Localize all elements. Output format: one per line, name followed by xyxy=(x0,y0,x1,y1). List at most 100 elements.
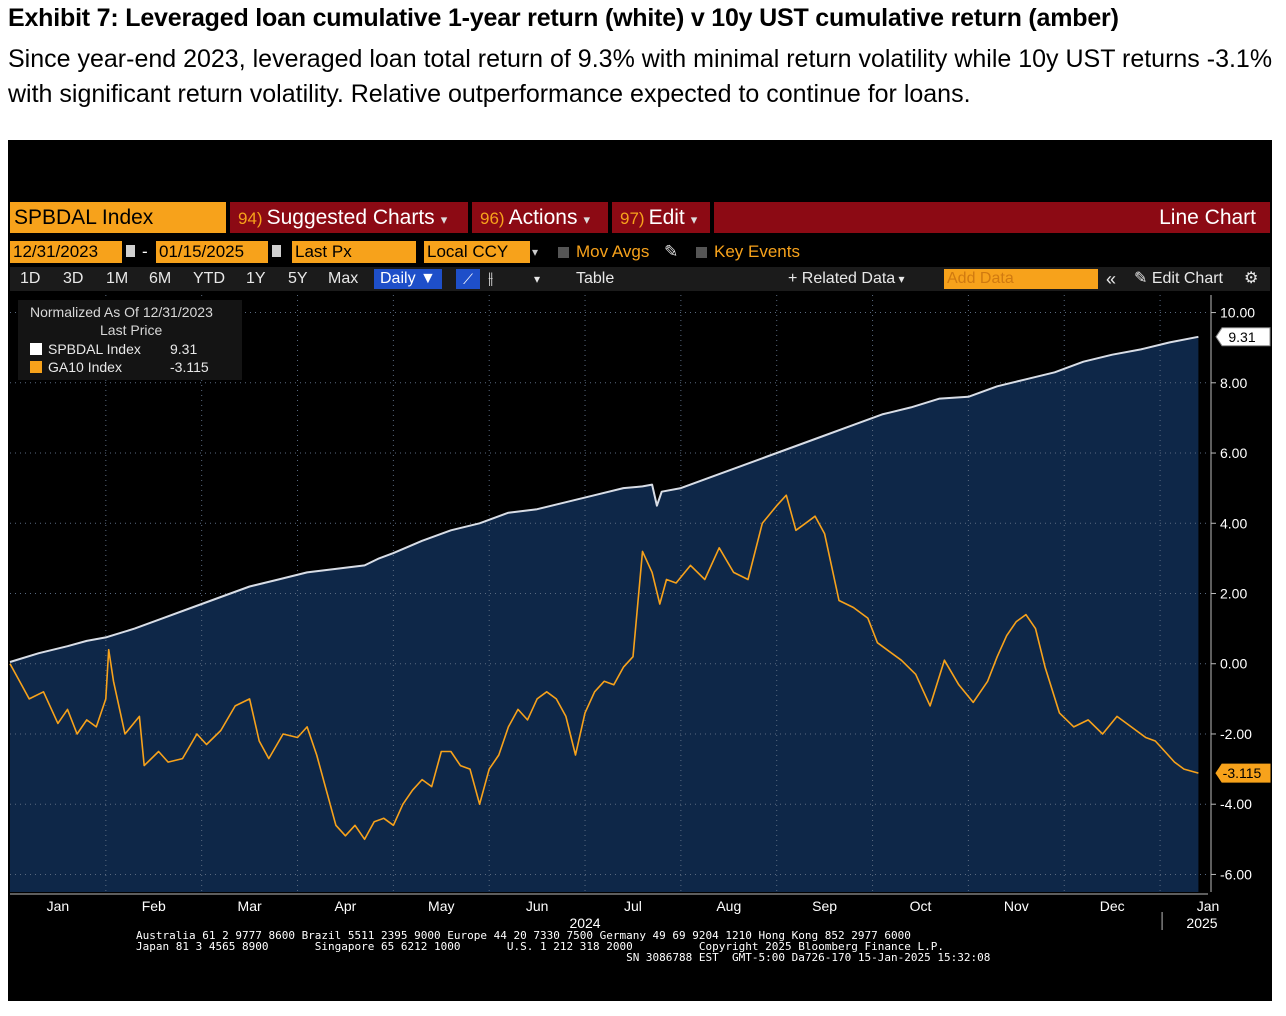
date-dash: - xyxy=(142,242,148,261)
add-data-input[interactable]: Add Data xyxy=(944,269,1098,289)
start-date-field[interactable]: 12/31/2023 xyxy=(10,241,122,263)
range-1y[interactable]: 1Y xyxy=(246,270,266,287)
menu-number: 97) xyxy=(620,209,645,228)
caret-down-icon: ▾ xyxy=(690,212,698,227)
range-6m[interactable]: 6M xyxy=(149,270,172,287)
menu-label: Edit xyxy=(648,206,685,229)
range-5y[interactable]: 5Y xyxy=(288,270,308,287)
plus-icon: + xyxy=(788,270,802,287)
related-data-menu[interactable]: + Related Data ▾ xyxy=(788,267,905,291)
exhibit-title: Exhibit 7: Leveraged loan cumulative 1-y… xyxy=(8,4,1119,32)
legend-row-ga10[interactable]: GA10 Index -3.115 xyxy=(30,359,209,375)
x-tick-label: May xyxy=(428,898,454,914)
caret-down-icon: ▼ xyxy=(420,270,436,287)
frequency-label: Daily xyxy=(380,270,416,287)
y-tick-label: 10.00 xyxy=(1220,305,1255,321)
legend-normalized-label: Normalized As Of 12/31/2023 xyxy=(30,304,213,320)
y-tick-label: 4.00 xyxy=(1220,515,1247,531)
caret-down-icon: ▾ xyxy=(583,212,590,227)
legend-swatch xyxy=(30,361,42,373)
bloomberg-terminal-panel: SPBDAL Index 94) Suggested Charts ▾ 96) Act… xyxy=(8,140,1272,1001)
spbdal-area-fill xyxy=(10,336,1199,892)
y-tick-label: 0.00 xyxy=(1220,656,1247,672)
y-tick-label: 8.00 xyxy=(1220,375,1247,391)
menu-separator xyxy=(226,202,230,233)
edit-chart-label: Edit Chart xyxy=(1151,270,1223,287)
calendar-icon[interactable] xyxy=(126,245,135,257)
range-ytd[interactable]: YTD xyxy=(193,270,225,287)
chart-type-label[interactable]: Line Chart xyxy=(1159,206,1256,229)
legend-swatch xyxy=(30,343,42,355)
x-tick-label: Oct xyxy=(910,898,932,914)
x-year-label: 2025 xyxy=(1186,915,1217,931)
currency-select[interactable]: Local CCY xyxy=(424,241,530,263)
last-value-tag xyxy=(1215,763,1271,783)
x-tick-label: Jun xyxy=(526,898,549,914)
legend-series-value: -3.115 xyxy=(170,359,209,375)
pencil-icon[interactable]: ✎ xyxy=(664,242,679,261)
spbdal-line xyxy=(9,335,1199,663)
line-chart-icon[interactable]: ⟋ xyxy=(456,269,480,289)
caret-down-icon[interactable]: ▾ xyxy=(532,245,539,259)
x-tick-label: Jan xyxy=(1197,898,1220,914)
x-tick-label: Aug xyxy=(716,898,741,914)
menu-number: 94) xyxy=(238,209,263,228)
range-3d[interactable]: 3D xyxy=(63,270,84,287)
candlestick-icon[interactable]: ⫲ xyxy=(488,270,494,287)
ga10-line xyxy=(9,494,1199,841)
x-tick-label: Nov xyxy=(1004,898,1029,914)
mov-avgs-checkbox[interactable] xyxy=(558,247,569,258)
legend-row-spbdal[interactable]: SPBDAL Index 9.31 xyxy=(30,341,197,357)
suggested-charts-menu[interactable]: 94) Suggested Charts ▾ xyxy=(238,202,447,233)
legend-series-name: SPBDAL Index xyxy=(48,341,141,357)
x-tick-label: Jan xyxy=(47,898,70,914)
menu-label: Suggested Charts xyxy=(266,206,435,229)
y-tick-label: 6.00 xyxy=(1220,445,1247,461)
y-tick-label: -2.00 xyxy=(1220,726,1252,742)
collapse-icon[interactable]: « xyxy=(1106,269,1117,289)
menu-label: Actions xyxy=(508,206,578,229)
y-tick-label: 2.00 xyxy=(1220,586,1247,602)
x-tick-label: Jul xyxy=(624,898,642,914)
range-1d[interactable]: 1D xyxy=(20,270,41,287)
key-events-checkbox[interactable] xyxy=(696,247,707,258)
legend-series-value: 9.31 xyxy=(170,341,198,357)
caret-down-icon: ▾ xyxy=(440,212,448,227)
x-tick-label: Feb xyxy=(142,898,166,914)
key-events-label[interactable]: Key Events xyxy=(714,242,800,261)
menu-separator xyxy=(608,202,612,233)
last-value-tag xyxy=(1215,327,1271,347)
chart-legend: Normalized As Of 12/31/2023 Last Price S… xyxy=(18,300,242,380)
x-tick-label: Sep xyxy=(812,898,837,914)
range-max[interactable]: Max xyxy=(328,270,359,287)
y-tick-label: -4.00 xyxy=(1220,796,1252,812)
range-1m[interactable]: 1M xyxy=(106,270,129,287)
footer-line: Japan 81 3 4565 8900 Singapore 65 6212 1… xyxy=(136,940,944,953)
x-year-label: 2024 xyxy=(569,915,600,931)
calendar-icon[interactable] xyxy=(272,245,281,257)
edit-menu[interactable]: 97) Edit ▾ xyxy=(620,202,697,233)
ticker-field[interactable]: SPBDAL Index xyxy=(10,202,226,233)
exhibit-subtitle: Since year-end 2023, leveraged loan tota… xyxy=(8,45,1273,108)
x-tick-label: Apr xyxy=(335,898,357,914)
menu-separator xyxy=(710,202,714,233)
price-field-select[interactable]: Last Px xyxy=(292,241,416,263)
caret-down-icon: ▾ xyxy=(895,272,905,286)
y-tick-label: -6.00 xyxy=(1220,866,1252,882)
range-toolbar: 1D 3D 1M 6M YTD 1Y 5Y Max Daily ▼ ⟋ ⫲ ▾ … xyxy=(10,267,1270,291)
line-chart: 10.00 8.00 6.00 4.00 2.00 0.00 -2.00 -4.00 -6.00… xyxy=(9,295,1271,931)
table-button[interactable]: Table xyxy=(576,270,615,287)
last-value-label: -3.115 xyxy=(1223,765,1262,781)
actions-menu[interactable]: 96) Actions ▾ xyxy=(480,202,590,233)
caret-down-icon[interactable]: ▾ xyxy=(534,272,541,286)
gear-icon[interactable]: ⚙ xyxy=(1244,270,1259,287)
end-date-field[interactable]: 01/15/2025 xyxy=(156,241,268,263)
x-tick-label: Mar xyxy=(238,898,262,914)
pencil-icon: ✎ xyxy=(1134,270,1152,287)
mov-avgs-label[interactable]: Mov Avgs xyxy=(576,242,650,261)
edit-chart-button[interactable]: ✎ Edit Chart xyxy=(1134,267,1223,291)
frequency-select[interactable]: Daily ▼ xyxy=(374,269,442,289)
related-data-label: Related Data xyxy=(801,270,896,287)
x-tick-label: Dec xyxy=(1100,898,1125,914)
bloomberg-footer: Australia 61 2 9777 8600 Brazil 5511 239… xyxy=(136,930,990,963)
